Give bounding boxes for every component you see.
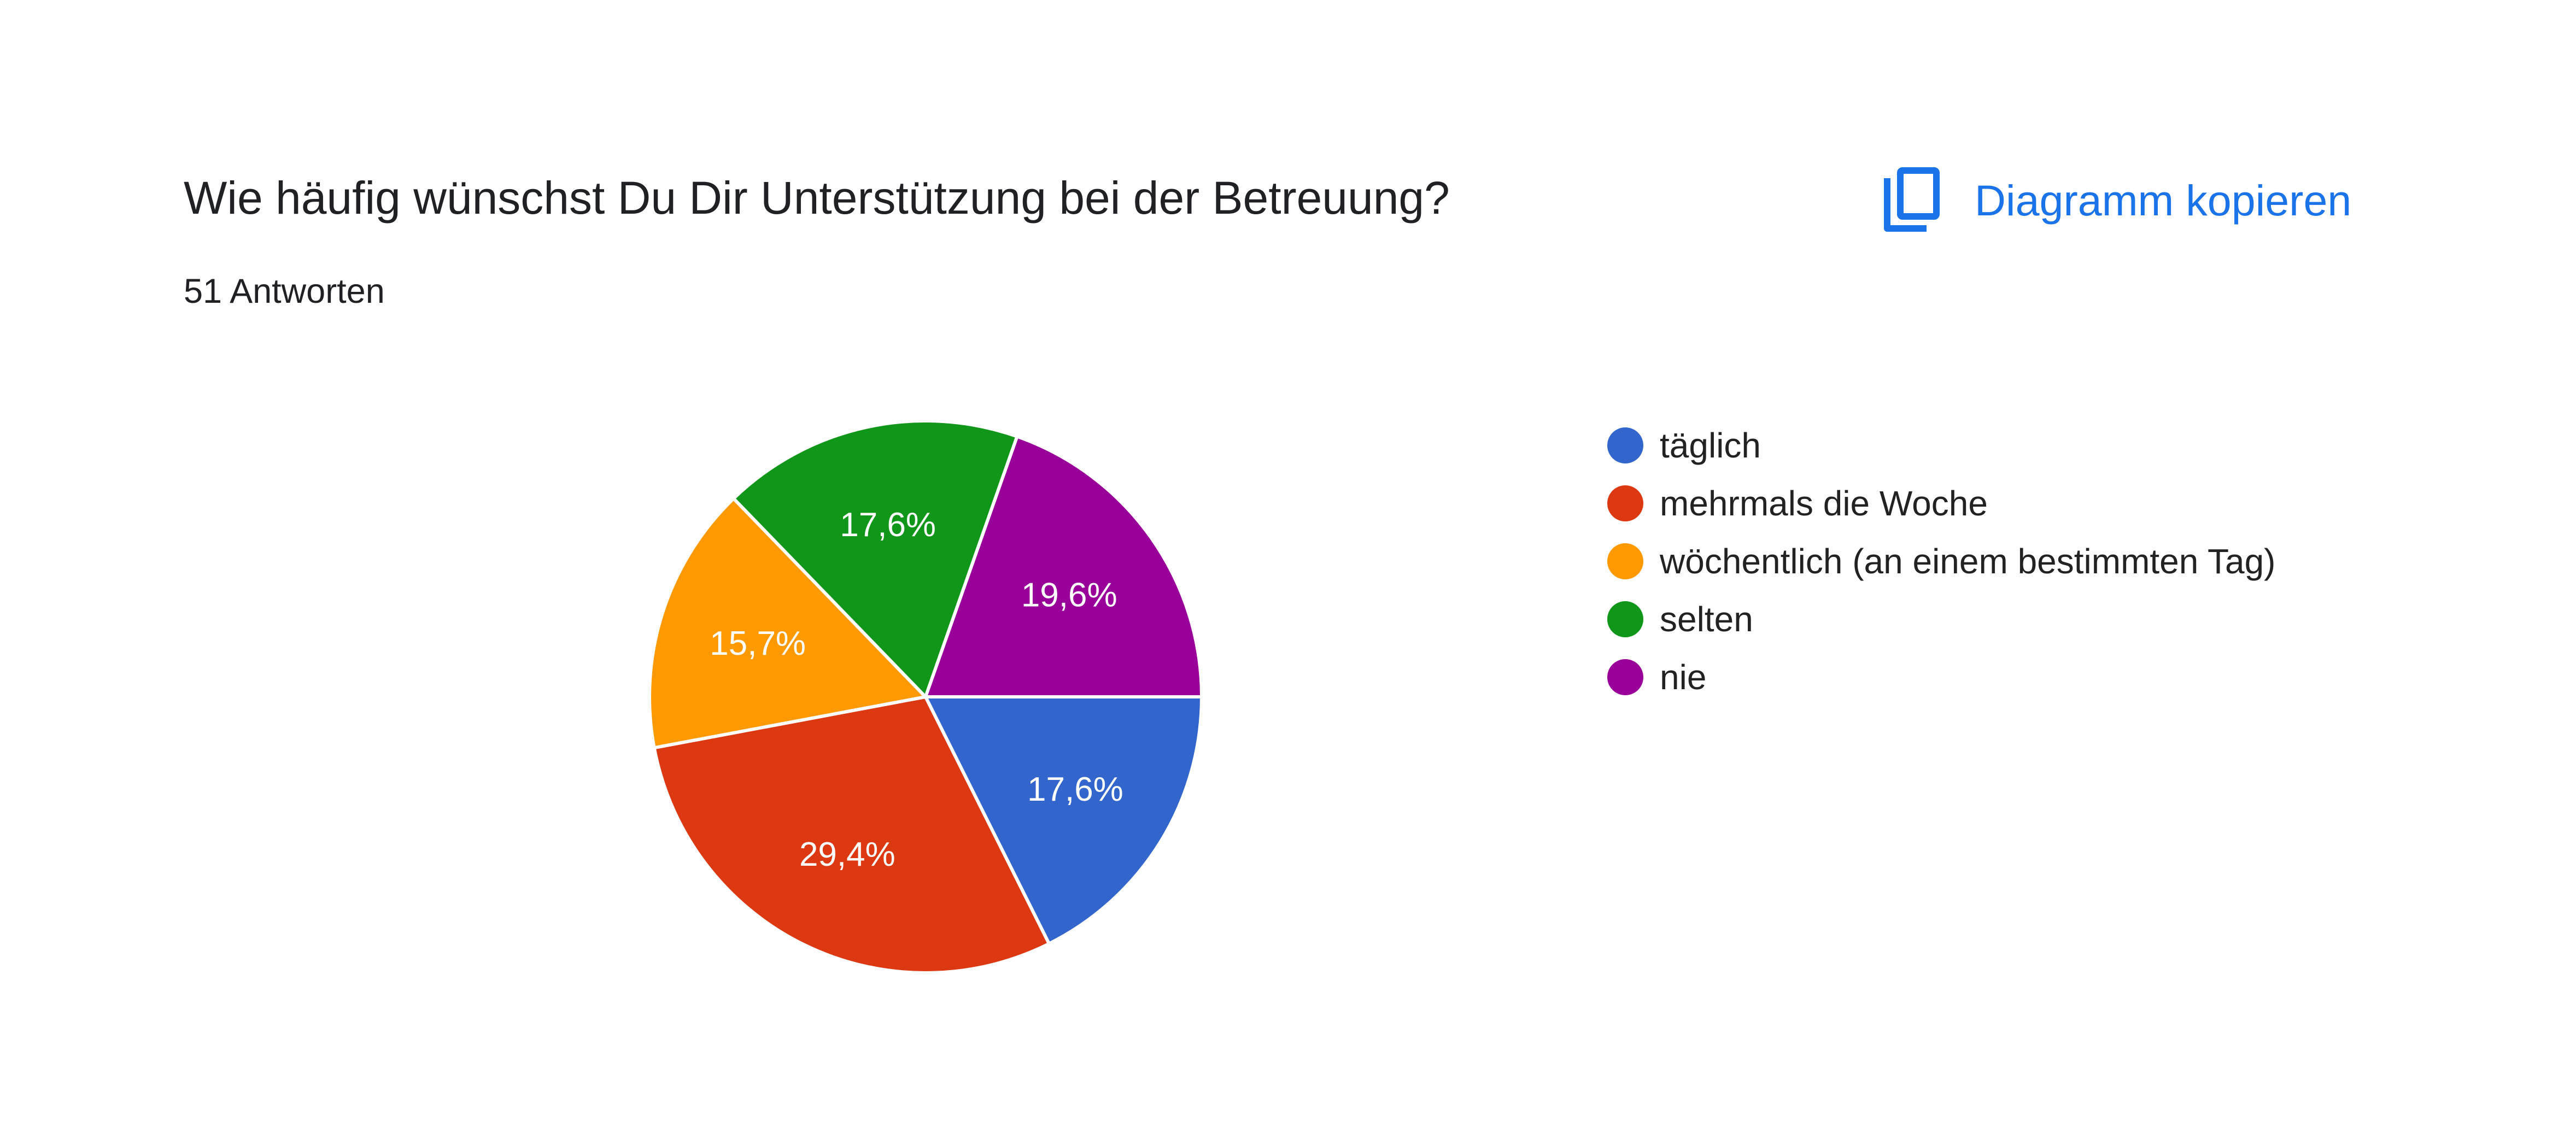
legend-label: nie [1660, 658, 1707, 697]
legend-swatch [1607, 543, 1643, 579]
legend-item[interactable]: täglich [1607, 416, 2275, 474]
legend-swatch [1607, 485, 1643, 521]
legend-item[interactable]: mehrmals die Woche [1607, 474, 2275, 532]
pie-slice[interactable] [652, 695, 1051, 975]
slice-percent-label: 19,6% [1021, 576, 1117, 614]
legend-label: selten [1660, 600, 1753, 639]
legend-swatch [1607, 601, 1643, 637]
pie-slice[interactable] [923, 434, 1204, 698]
pie-slice[interactable] [923, 695, 1204, 946]
question-title: Wie häufig wünschst Du Dir Unterstützung… [184, 172, 1450, 224]
legend-label: wöchentlich (an einem bestimmten Tag) [1660, 542, 2276, 581]
slice-percent-label: 15,7% [710, 625, 806, 662]
legend-item[interactable]: selten [1607, 590, 2275, 648]
pie-slice[interactable] [731, 419, 1020, 700]
legend-swatch [1607, 659, 1643, 695]
copy-chart-label: Diagramm kopieren [1975, 175, 2352, 225]
legend-label: täglich [1660, 426, 1761, 465]
slice-percent-label: 17,6% [840, 506, 936, 544]
slice-percent-label: 29,4% [799, 836, 895, 873]
legend-label: mehrmals die Woche [1660, 484, 1988, 523]
response-count: 51 Antworten [184, 272, 385, 310]
slice-percent-label: 17,6% [1027, 771, 1123, 808]
legend-swatch [1607, 427, 1643, 463]
legend-item[interactable]: nie [1607, 648, 2275, 706]
pie-slice[interactable] [648, 496, 929, 750]
legend-item[interactable]: wöchentlich (an einem bestimmten Tag) [1607, 532, 2275, 590]
copy-icon [1881, 167, 1941, 233]
copy-chart-button[interactable]: Diagramm kopieren [1881, 162, 2351, 238]
chart-legend: täglich mehrmals die Woche wöchentlich (an… [1607, 416, 2275, 706]
